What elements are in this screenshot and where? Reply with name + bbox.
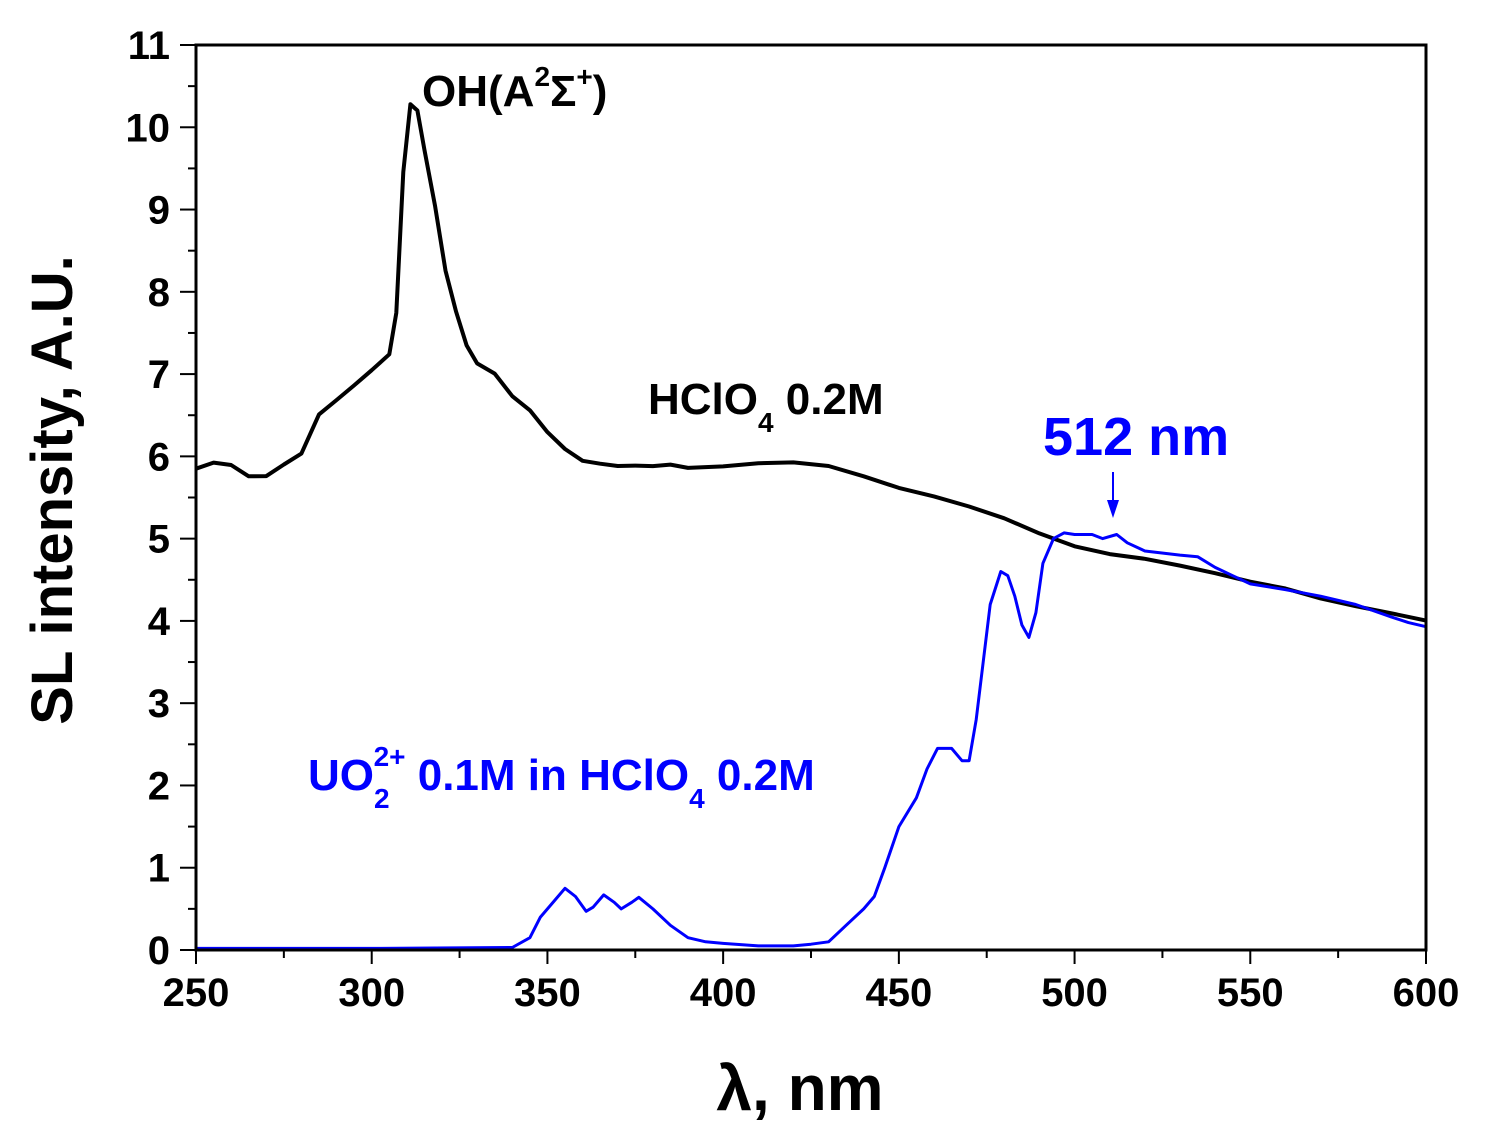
oh-close: ) — [593, 67, 608, 116]
uo2-rest: 0.1M in HClO — [406, 751, 690, 800]
x-tick-label: 550 — [1217, 971, 1284, 1015]
y-tick-label: 5 — [148, 518, 170, 562]
y-tick-label: 10 — [126, 106, 171, 150]
y-tick-label: 11 — [128, 24, 170, 68]
y-tick-label: 3 — [148, 682, 170, 726]
annotation-hclo4: HClO4 0.2M — [648, 375, 884, 438]
y-tick-label: 6 — [148, 435, 170, 479]
series-hclo4-line — [195, 102, 1427, 623]
x-tick-label: 500 — [1041, 971, 1108, 1015]
y-tick-label: 9 — [148, 189, 170, 233]
uo2-sup: 2+ — [374, 741, 406, 772]
x-tick-label: 400 — [690, 971, 757, 1015]
annotation-512nm: 512 nm — [1043, 407, 1229, 467]
hclo4-rest: 0.2M — [774, 375, 884, 424]
y-axis-label: SL intensity, A.U. — [20, 255, 85, 724]
x-tick-label: 450 — [865, 971, 932, 1015]
oh-sigma: Σ — [550, 67, 576, 116]
uo2-sub: 2 — [374, 783, 390, 814]
y-tick-label: 7 — [148, 353, 170, 397]
x-axis-label: λ, nm — [716, 1052, 883, 1124]
y-tick-label: 8 — [148, 271, 170, 315]
series-uo2-line — [196, 531, 1427, 950]
x-tick-label: 250 — [163, 971, 230, 1015]
uo2-rest2: 0.2M — [705, 751, 815, 800]
uo2-sub2: 4 — [689, 783, 705, 814]
y-tick-label: 2 — [148, 764, 170, 808]
oh-sup2: + — [576, 61, 592, 92]
annotation-oh-peak: OH(A2Σ+) — [422, 61, 607, 116]
x-tick-label: 600 — [1393, 971, 1460, 1015]
annotation-uo2: UO2 2+ 0.1M in HClO4 0.2M — [308, 741, 815, 814]
oh-main: OH(A — [422, 67, 534, 116]
x-tick-label: 350 — [514, 971, 581, 1015]
uo2-main: UO — [308, 751, 374, 800]
hclo4-main: HClO — [648, 375, 758, 424]
hclo4-sub: 4 — [758, 407, 774, 438]
arrow-512nm-icon — [1107, 472, 1119, 518]
y-tick-label: 4 — [148, 600, 171, 644]
x-tick-label: 300 — [338, 971, 405, 1015]
plot-frame — [194, 43, 1428, 952]
y-tick-label: 1 — [148, 847, 170, 891]
y-tick-label: 0 — [148, 929, 170, 973]
oh-sup: 2 — [534, 61, 550, 92]
